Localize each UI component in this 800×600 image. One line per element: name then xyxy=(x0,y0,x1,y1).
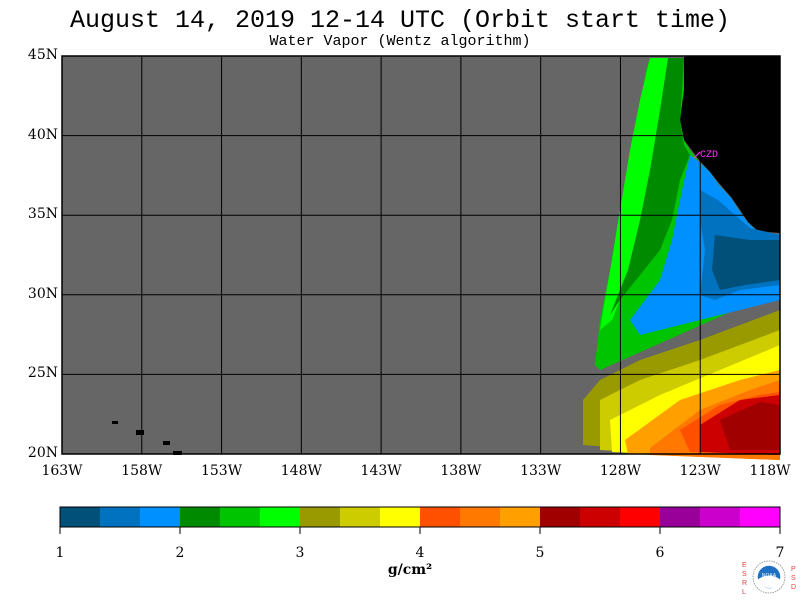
logo-letter: S xyxy=(742,571,747,578)
station-label: CZD xyxy=(700,150,718,161)
colorbar-tick-label: 6 xyxy=(655,545,665,561)
longitude-label: 163W xyxy=(41,463,83,479)
land-mass xyxy=(680,56,780,233)
map-title: August 14, 2019 12-14 UTC (Orbit start t… xyxy=(69,6,731,35)
longitude-label: 148W xyxy=(280,463,322,479)
colorbar-swatch xyxy=(380,507,421,527)
colorbar-tick-label: 4 xyxy=(415,545,425,561)
colorbar-swatch xyxy=(460,507,501,527)
colorbar-tick-label: 2 xyxy=(175,545,185,561)
logo-letter: S xyxy=(791,575,796,582)
colorbar-swatch xyxy=(140,507,181,527)
latitude-label: 25N xyxy=(27,365,58,382)
colorbar-swatch xyxy=(180,507,221,527)
longitude-label: 118W xyxy=(749,463,791,479)
colorbar-swatch xyxy=(620,507,661,527)
colorbar-swatch xyxy=(100,507,141,527)
logo-letter: D xyxy=(791,584,796,591)
longitude-label: 143W xyxy=(360,463,402,479)
colorbar-tick-label: 1 xyxy=(55,545,65,561)
longitude-label: 138W xyxy=(440,463,482,479)
colorbar-swatch xyxy=(260,507,301,527)
map-border xyxy=(61,55,781,455)
colorbar-swatch xyxy=(700,507,741,527)
colorbar-tick-label: 7 xyxy=(775,545,785,561)
colorbar-tick-label: 3 xyxy=(295,545,305,561)
longitude-label: 123W xyxy=(679,463,721,479)
latitude-label: 40N xyxy=(27,126,58,143)
colorbar-swatch xyxy=(740,507,781,527)
logo-letter: L xyxy=(742,589,746,596)
map-gridlines xyxy=(62,56,780,454)
colorbar-unit-label: g/cm² xyxy=(387,562,433,578)
latitude-label: 45N xyxy=(27,47,58,63)
colorbar-tick-marks xyxy=(59,527,781,534)
hawaiian-islands xyxy=(112,421,182,455)
colorbar-tick-label: 5 xyxy=(535,545,545,561)
colorbar-swatch xyxy=(340,507,381,527)
colorbar-swatch xyxy=(540,507,581,527)
latitude-label: 30N xyxy=(27,285,58,302)
satellite-swath xyxy=(583,58,780,460)
map-subtitle: Water Vapor (Wentz algorithm) xyxy=(269,33,531,50)
longitude-label: 133W xyxy=(520,463,562,479)
longitude-label: 153W xyxy=(200,463,243,479)
logo-center-text: NOAA xyxy=(762,573,777,579)
colorbar-swatch xyxy=(500,507,541,527)
latitude-label: 20N xyxy=(27,445,58,461)
logo-letter: R xyxy=(742,580,747,587)
logo-letter: P xyxy=(791,566,796,573)
colorbar-swatch xyxy=(220,507,261,527)
longitude-label: 158W xyxy=(121,463,163,479)
colorbar-swatch xyxy=(60,507,101,527)
logo-letter: E xyxy=(742,562,747,569)
station-marker: CZD xyxy=(693,150,718,161)
colorbar-swatch xyxy=(420,507,461,527)
colorbar-swatch xyxy=(660,507,701,527)
colorbar xyxy=(60,507,781,527)
colorbar-swatch xyxy=(580,507,621,527)
longitude-label: 128W xyxy=(599,463,641,479)
colorbar-swatch xyxy=(300,507,341,527)
latitude-label: 35N xyxy=(27,206,58,223)
